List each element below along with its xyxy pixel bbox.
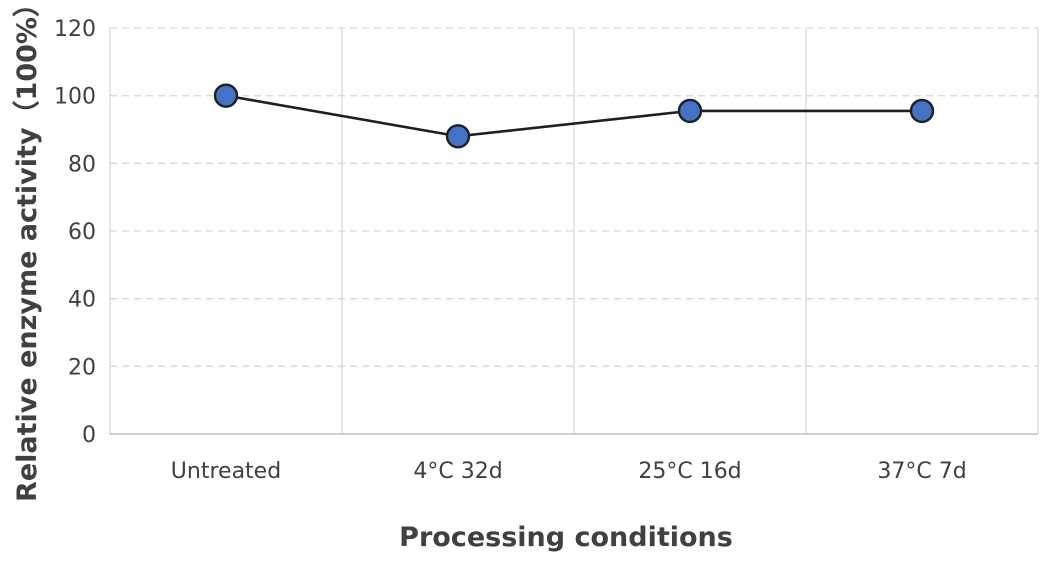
series-line (225, 94, 922, 138)
series (213, 83, 935, 149)
y-axis-title: Relative enzyme activity（100%） (12, 0, 43, 502)
grid (109, 27, 1039, 434)
labels: 0 20 40 60 80 100 120 Untreated 4°C 32d 25°C 16d 3… (54, 17, 967, 484)
x-tick-label: 37°C 7d (877, 459, 966, 484)
data-point (677, 98, 703, 124)
x-tick-label: 25°C 16d (638, 459, 741, 484)
data-point (909, 98, 935, 124)
y-tick-label: 0 (82, 423, 96, 448)
y-tick-label: 20 (68, 355, 96, 380)
x-tick-label: Untreated (171, 459, 281, 484)
y-tick-label: 40 (68, 288, 96, 313)
data-point (445, 124, 471, 149)
y-tick-label: 60 (68, 220, 96, 245)
x-tick-label: 4°C 32d (413, 459, 502, 484)
y-tick-label: 120 (54, 17, 96, 42)
y-tick-label: 100 (54, 85, 96, 110)
x-axis-title: Processing conditions (399, 522, 733, 553)
data-point (213, 83, 239, 108)
y-tick-label: 80 (68, 152, 96, 177)
